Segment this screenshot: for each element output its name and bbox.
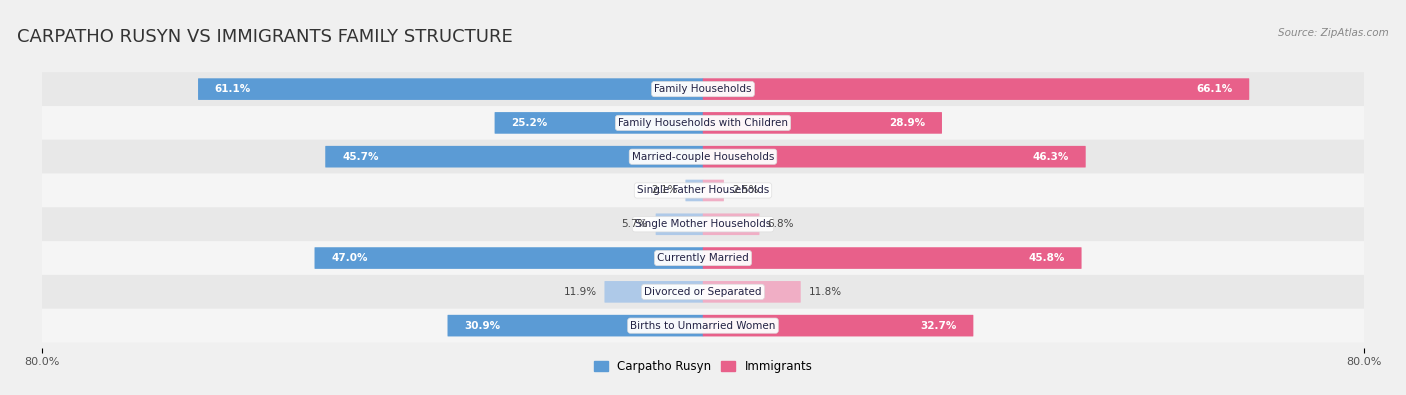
FancyBboxPatch shape [198,78,703,100]
Text: Single Father Households: Single Father Households [637,186,769,196]
Text: 66.1%: 66.1% [1197,84,1233,94]
Text: 25.2%: 25.2% [512,118,547,128]
Text: Family Households with Children: Family Households with Children [619,118,787,128]
Text: 46.3%: 46.3% [1032,152,1069,162]
Text: 11.8%: 11.8% [808,287,842,297]
FancyBboxPatch shape [495,112,703,134]
Text: 45.7%: 45.7% [342,152,378,162]
Text: Currently Married: Currently Married [657,253,749,263]
Text: Source: ZipAtlas.com: Source: ZipAtlas.com [1278,28,1389,38]
Text: 30.9%: 30.9% [464,321,501,331]
Text: Divorced or Separated: Divorced or Separated [644,287,762,297]
Text: 47.0%: 47.0% [332,253,368,263]
FancyBboxPatch shape [703,78,1250,100]
Text: 5.7%: 5.7% [621,219,648,229]
Legend: Carpatho Rusyn, Immigrants: Carpatho Rusyn, Immigrants [589,356,817,378]
FancyBboxPatch shape [25,309,1381,342]
FancyBboxPatch shape [25,173,1381,207]
Text: 2.5%: 2.5% [733,186,758,196]
FancyBboxPatch shape [25,207,1381,241]
FancyBboxPatch shape [605,281,703,303]
FancyBboxPatch shape [655,213,703,235]
Text: 61.1%: 61.1% [215,84,252,94]
FancyBboxPatch shape [703,146,1085,167]
FancyBboxPatch shape [25,275,1381,309]
Text: 45.8%: 45.8% [1028,253,1064,263]
Text: 11.9%: 11.9% [564,287,596,297]
FancyBboxPatch shape [25,72,1381,106]
Text: 32.7%: 32.7% [920,321,956,331]
Text: 2.1%: 2.1% [651,186,678,196]
FancyBboxPatch shape [25,241,1381,275]
FancyBboxPatch shape [703,112,942,134]
FancyBboxPatch shape [685,180,703,201]
Text: CARPATHO RUSYN VS IMMIGRANTS FAMILY STRUCTURE: CARPATHO RUSYN VS IMMIGRANTS FAMILY STRU… [17,28,513,46]
FancyBboxPatch shape [325,146,703,167]
FancyBboxPatch shape [703,213,759,235]
FancyBboxPatch shape [25,140,1381,173]
FancyBboxPatch shape [703,180,724,201]
FancyBboxPatch shape [315,247,703,269]
FancyBboxPatch shape [25,106,1381,140]
FancyBboxPatch shape [703,281,801,303]
Text: Married-couple Households: Married-couple Households [631,152,775,162]
FancyBboxPatch shape [447,315,703,337]
FancyBboxPatch shape [703,247,1081,269]
Text: Family Households: Family Households [654,84,752,94]
Text: Births to Unmarried Women: Births to Unmarried Women [630,321,776,331]
FancyBboxPatch shape [703,315,973,337]
Text: 6.8%: 6.8% [768,219,794,229]
Text: Single Mother Households: Single Mother Households [636,219,770,229]
Text: 28.9%: 28.9% [889,118,925,128]
